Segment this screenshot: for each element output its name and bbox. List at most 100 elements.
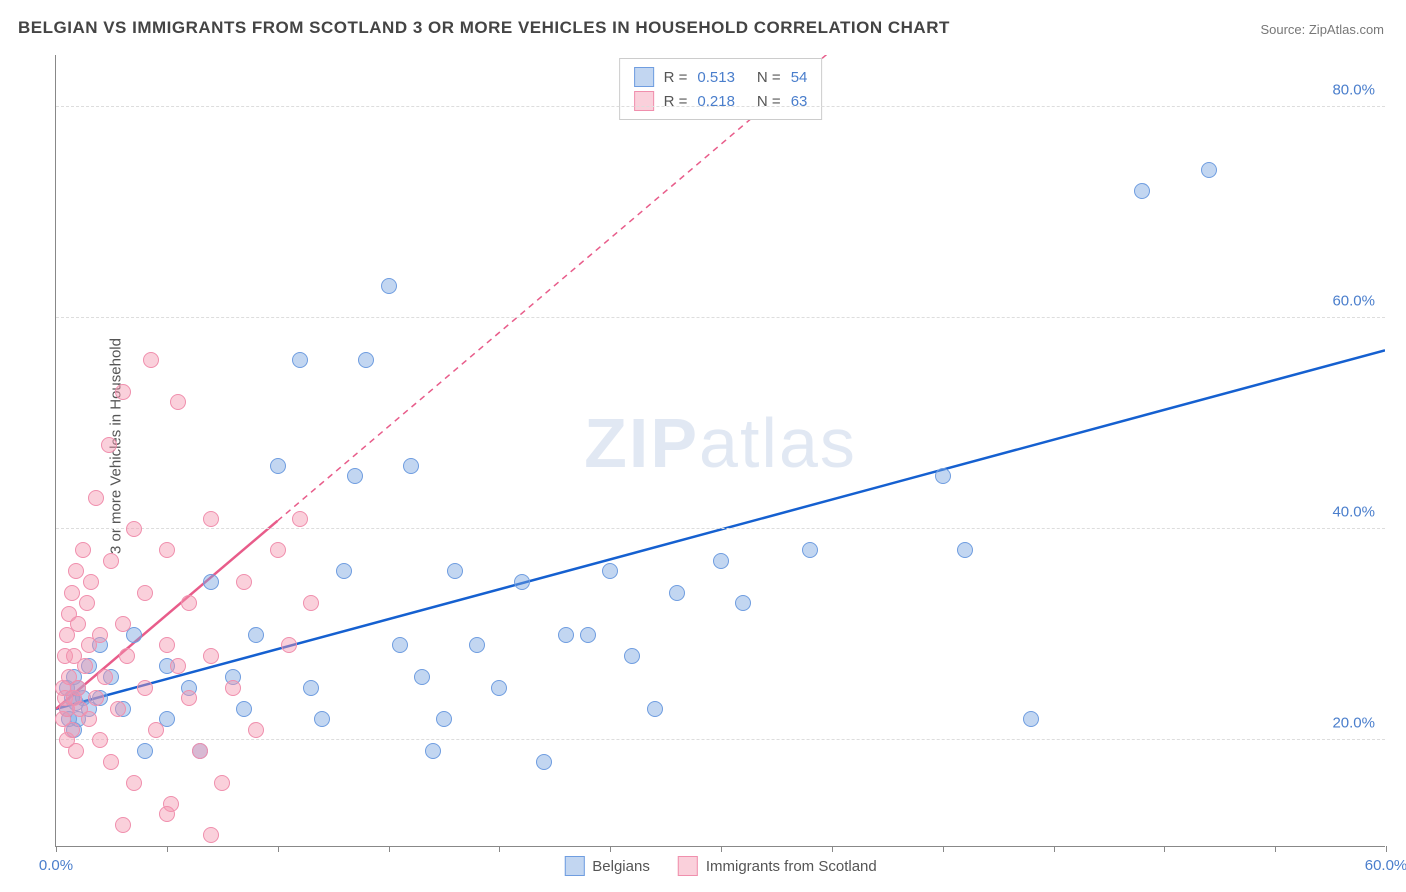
data-point (192, 743, 208, 759)
x-tick (1164, 846, 1165, 852)
data-point (159, 542, 175, 558)
data-point (79, 595, 95, 611)
data-point (81, 711, 97, 727)
chart-container: BELGIAN VS IMMIGRANTS FROM SCOTLAND 3 OR… (0, 0, 1406, 892)
legend-stat-row: R = 0.218 N = 63 (634, 89, 808, 113)
data-point (303, 680, 319, 696)
legend-swatch (564, 856, 584, 876)
data-point (103, 553, 119, 569)
data-point (203, 574, 219, 590)
data-point (414, 669, 430, 685)
data-point (101, 437, 117, 453)
x-tick (832, 846, 833, 852)
data-point (536, 754, 552, 770)
data-point (77, 658, 93, 674)
legend-swatch (678, 856, 698, 876)
data-point (802, 542, 818, 558)
data-point (303, 595, 319, 611)
y-tick-label: 40.0% (1332, 504, 1375, 521)
data-point (1201, 162, 1217, 178)
data-point (347, 468, 363, 484)
data-point (248, 627, 264, 643)
legend-swatch (634, 67, 654, 87)
y-tick-label: 60.0% (1332, 293, 1375, 310)
gridline (56, 528, 1385, 529)
data-point (126, 775, 142, 791)
data-point (957, 542, 973, 558)
data-point (647, 701, 663, 717)
data-point (110, 701, 126, 717)
gridline (56, 317, 1385, 318)
data-point (137, 743, 153, 759)
data-point (170, 658, 186, 674)
data-point (713, 553, 729, 569)
x-tick (278, 846, 279, 852)
data-point (181, 690, 197, 706)
data-point (88, 690, 104, 706)
data-point (236, 701, 252, 717)
data-point (580, 627, 596, 643)
data-point (469, 637, 485, 653)
data-point (119, 648, 135, 664)
data-point (314, 711, 330, 727)
x-tick (167, 846, 168, 852)
x-tick (1054, 846, 1055, 852)
source-label: Source: ZipAtlas.com (1260, 22, 1384, 37)
data-point (92, 627, 108, 643)
legend-stat-row: R =0.513N =54 (634, 65, 808, 89)
data-point (159, 637, 175, 653)
data-point (115, 384, 131, 400)
data-point (447, 563, 463, 579)
data-point (624, 648, 640, 664)
data-point (381, 278, 397, 294)
x-tick (499, 846, 500, 852)
plot-area: ZIPatlas R =0.513N =54R =0.218N =63 Belg… (55, 55, 1385, 847)
data-point (64, 585, 80, 601)
data-point (248, 722, 264, 738)
x-tick (1275, 846, 1276, 852)
legend-item: Belgians (564, 856, 650, 876)
data-point (403, 458, 419, 474)
data-point (214, 775, 230, 791)
x-label-right: 60.0% (1365, 857, 1406, 874)
data-point (669, 585, 685, 601)
data-point (143, 352, 159, 368)
data-point (735, 595, 751, 611)
gridline (56, 739, 1385, 740)
data-point (392, 637, 408, 653)
n-label: N = (757, 69, 781, 86)
data-point (203, 511, 219, 527)
n-value: 54 (791, 69, 808, 86)
data-point (225, 680, 241, 696)
y-tick-label: 20.0% (1332, 715, 1375, 732)
r-label: R = (664, 93, 688, 110)
data-point (148, 722, 164, 738)
legend-label: Immigrants from Scotland (706, 858, 877, 875)
data-point (83, 574, 99, 590)
legend-series: Belgians Immigrants from Scotland (554, 856, 886, 876)
data-point (159, 806, 175, 822)
data-point (70, 616, 86, 632)
data-point (97, 669, 113, 685)
data-point (491, 680, 507, 696)
r-value: 0.218 (697, 93, 735, 110)
data-point (70, 680, 86, 696)
y-tick-label: 80.0% (1332, 81, 1375, 98)
data-point (75, 542, 91, 558)
data-point (137, 680, 153, 696)
data-point (281, 637, 297, 653)
data-point (203, 648, 219, 664)
data-point (1134, 183, 1150, 199)
data-point (68, 563, 84, 579)
n-value: 63 (791, 93, 808, 110)
data-point (935, 468, 951, 484)
data-point (270, 458, 286, 474)
n-label: N = (757, 93, 781, 110)
data-point (126, 521, 142, 537)
data-point (203, 827, 219, 843)
data-point (292, 511, 308, 527)
x-tick (610, 846, 611, 852)
legend-item: Immigrants from Scotland (678, 856, 877, 876)
r-value: 0.513 (697, 69, 735, 86)
data-point (103, 754, 119, 770)
